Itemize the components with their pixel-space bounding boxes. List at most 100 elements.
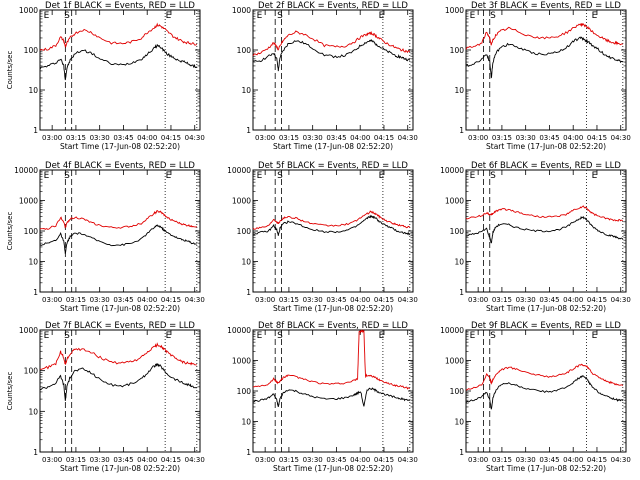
x-tick-label: 03:00: [468, 456, 488, 464]
y-tick-label: 10000: [227, 326, 251, 335]
marker-letter: E: [379, 11, 385, 21]
y-tick-label: 10: [241, 86, 251, 95]
x-tick-label: 03:00: [42, 456, 62, 464]
x-tick-label: 03:45: [326, 296, 346, 304]
y-tick-label: 10000: [227, 166, 251, 175]
y-tick-label: 10000: [440, 326, 464, 335]
series-line-events: [39, 43, 198, 81]
y-tick-label: 100: [450, 46, 465, 55]
y-tick-label: 100: [24, 367, 39, 376]
marker-letter: E: [166, 331, 172, 341]
chart-panel-9: Det 9f BLACK = Events, RED = LLD Start Ti…: [440, 321, 631, 473]
y-tick-label: 1000: [232, 6, 251, 15]
x-tick-label: 03:45: [326, 456, 346, 464]
y-tick-label: 10: [28, 258, 38, 267]
y-tick-label: 1: [459, 448, 464, 457]
plot-frame: [39, 329, 201, 453]
chart-panel-3: Det 3f BLACK = Events, RED = LLD Start Ti…: [445, 1, 631, 151]
x-tick-label: 04:15: [374, 134, 394, 142]
marker-letter: E: [257, 171, 263, 181]
marker-letter: E: [592, 331, 598, 341]
y-tick-label: 1: [33, 126, 38, 135]
plot-frame: [465, 9, 627, 131]
series-line-events: [465, 375, 624, 410]
x-tick-label: 03:00: [468, 134, 488, 142]
x-tick-label: 03:30: [90, 456, 110, 464]
marker-letter: E: [44, 11, 50, 21]
x-tick-label: 04:30: [398, 456, 418, 464]
x-tick-label: 03:00: [42, 134, 62, 142]
y-tick-label: 1000: [19, 6, 38, 15]
x-axis-label: Start Time (17-Jun-08 02:52:20): [273, 464, 393, 473]
series-line-lld: [39, 209, 198, 230]
y-tick-label: 1: [33, 448, 38, 457]
x-axis-label: Start Time (17-Jun-08 02:52:20): [60, 142, 180, 151]
x-tick-label: 03:00: [255, 456, 275, 464]
y-axis-label: Counts/sec: [6, 51, 14, 90]
marker-letter: E: [257, 11, 263, 21]
x-axis-label: Start Time (17-Jun-08 02:52:20): [273, 142, 393, 151]
y-axis-label: Counts/sec: [6, 372, 14, 411]
x-tick-label: 04:30: [185, 134, 205, 142]
x-tick-label: 03:00: [255, 134, 275, 142]
x-tick-label: 03:45: [113, 296, 133, 304]
y-tick-label: 100: [450, 227, 465, 236]
y-tick-label: 10: [28, 407, 38, 416]
x-tick-label: 03:15: [492, 456, 512, 464]
series-line-events: [252, 39, 411, 72]
x-tick-label: 04:00: [137, 296, 157, 304]
x-tick-label: 03:30: [303, 134, 323, 142]
marker-letter: S: [490, 171, 496, 181]
marker-letter: E: [470, 171, 476, 181]
marker-letter: E: [166, 11, 172, 21]
chart-panel-4: Det 4f BLACK = Events, RED = LLD Counts/s…: [6, 161, 205, 313]
x-tick-label: 04:30: [398, 296, 418, 304]
x-tick-label: 03:45: [539, 134, 559, 142]
x-tick-label: 03:15: [279, 134, 299, 142]
series-line-events: [465, 36, 624, 79]
y-tick-label: 100: [237, 387, 252, 396]
x-tick-label: 04:30: [398, 134, 418, 142]
chart-title: Det 4f BLACK = Events, RED = LLD: [45, 161, 195, 171]
marker-letter: E: [44, 171, 50, 181]
chart-panel-8: Det 8f BLACK = Events, RED = LLD Start Ti…: [227, 321, 418, 473]
x-tick-label: 03:15: [279, 456, 299, 464]
plot-frame: [39, 9, 201, 131]
series-line-lld: [465, 205, 624, 222]
series-line-lld: [39, 22, 198, 51]
y-tick-label: 1: [459, 126, 464, 135]
x-tick-label: 04:15: [374, 296, 394, 304]
x-tick-label: 03:45: [113, 134, 133, 142]
marker-letter: E: [166, 171, 172, 181]
x-tick-label: 03:45: [539, 456, 559, 464]
chart-panel-7: Det 7f BLACK = Events, RED = LLD Counts/s…: [6, 321, 205, 473]
x-tick-label: 04:30: [185, 456, 205, 464]
marker-letter: S: [277, 331, 283, 341]
x-axis-label: Start Time (17-Jun-08 02:52:20): [486, 142, 606, 151]
x-tick-label: 03:45: [326, 134, 346, 142]
x-axis-label: Start Time (17-Jun-08 02:52:20): [273, 304, 393, 313]
series-line-lld: [252, 210, 411, 230]
x-tick-label: 03:15: [492, 296, 512, 304]
y-tick-label: 10000: [440, 166, 464, 175]
marker-letter: S: [64, 171, 70, 181]
x-axis-label: Start Time (17-Jun-08 02:52:20): [60, 304, 180, 313]
y-tick-label: 100: [24, 46, 39, 55]
y-tick-label: 100: [450, 387, 465, 396]
x-tick-label: 04:15: [161, 456, 181, 464]
chart-panel-1: Det 1f BLACK = Events, RED = LLD Counts/s…: [6, 1, 205, 151]
y-axis-label: Counts/sec: [6, 212, 14, 251]
marker-letter: E: [379, 171, 385, 181]
x-tick-label: 03:30: [516, 134, 536, 142]
x-tick-label: 03:30: [303, 296, 323, 304]
series-line-events: [252, 214, 411, 236]
y-tick-label: 1: [33, 288, 38, 297]
chart-title: Det 5f BLACK = Events, RED = LLD: [258, 161, 408, 171]
marker-letter: E: [257, 331, 263, 341]
x-tick-label: 03:15: [279, 296, 299, 304]
chart-title: Det 9f BLACK = Events, RED = LLD: [471, 321, 621, 331]
x-tick-label: 03:00: [42, 296, 62, 304]
x-tick-label: 04:30: [185, 296, 205, 304]
x-tick-label: 04:00: [563, 134, 583, 142]
